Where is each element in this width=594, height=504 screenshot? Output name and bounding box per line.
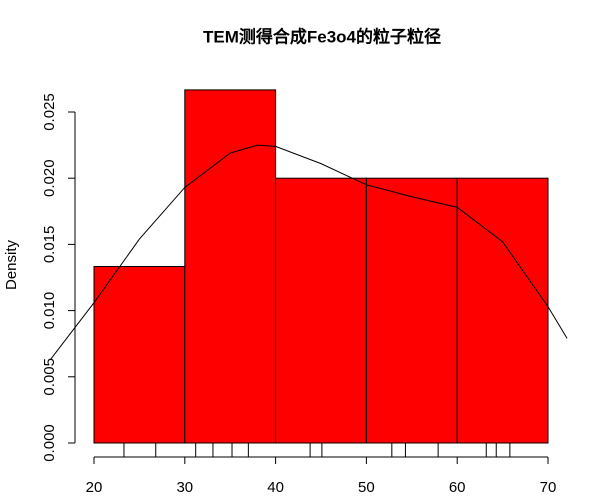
- density-line: [50, 144, 568, 360]
- x-tick-label: 20: [86, 479, 103, 496]
- bar: [365, 177, 458, 444]
- y-tick-label: 0.015: [41, 226, 58, 264]
- bar: [184, 89, 277, 444]
- chart-title: TEM测得合成Fe3o4的粒子粒径: [203, 26, 441, 46]
- bar: [93, 266, 186, 444]
- y-tick-label: 0.000: [41, 424, 58, 462]
- y-tick-label: 0.025: [41, 93, 58, 131]
- x-tick-label: 30: [176, 479, 193, 496]
- x-tick-label: 60: [449, 479, 466, 496]
- y-tick-label: 0.010: [41, 292, 58, 330]
- x-tick-label: 70: [540, 479, 557, 496]
- bar: [456, 177, 549, 444]
- x-tick-label: 50: [358, 479, 375, 496]
- x-tick-label: 40: [267, 479, 284, 496]
- y-axis-label: Density: [3, 239, 20, 290]
- bar: [275, 177, 367, 444]
- y-tick-label: 0.005: [41, 358, 58, 396]
- y-tick-label: 0.020: [41, 159, 58, 197]
